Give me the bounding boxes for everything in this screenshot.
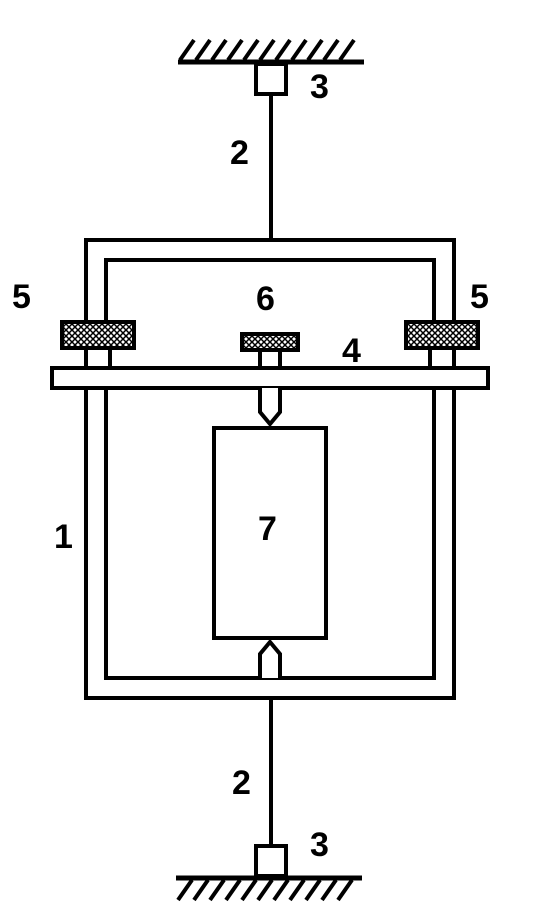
label-plate: 4 [342,332,361,370]
top-support-hatching [180,40,354,60]
top-support [178,40,364,62]
label-rod-bottom: 2 [232,764,251,802]
plate [52,368,488,388]
center-screw [242,334,298,368]
upper-tip [260,388,280,424]
label-frame: 1 [54,518,73,556]
label-mount-bottom: 3 [310,826,329,864]
label-screw-center: 6 [256,280,275,318]
label-mount-top: 3 [310,68,329,106]
label-rod-top: 2 [230,134,249,172]
right-screw [406,322,478,368]
bottom-mount-block [256,846,286,876]
lower-tip [260,642,280,678]
bottom-support-hatching [178,880,352,900]
left-screw [62,322,134,368]
label-screw-left: 5 [12,278,31,316]
label-specimen: 7 [258,510,277,548]
top-mount-block [256,64,286,94]
bottom-support [176,878,362,900]
label-screw-right: 5 [470,278,489,316]
